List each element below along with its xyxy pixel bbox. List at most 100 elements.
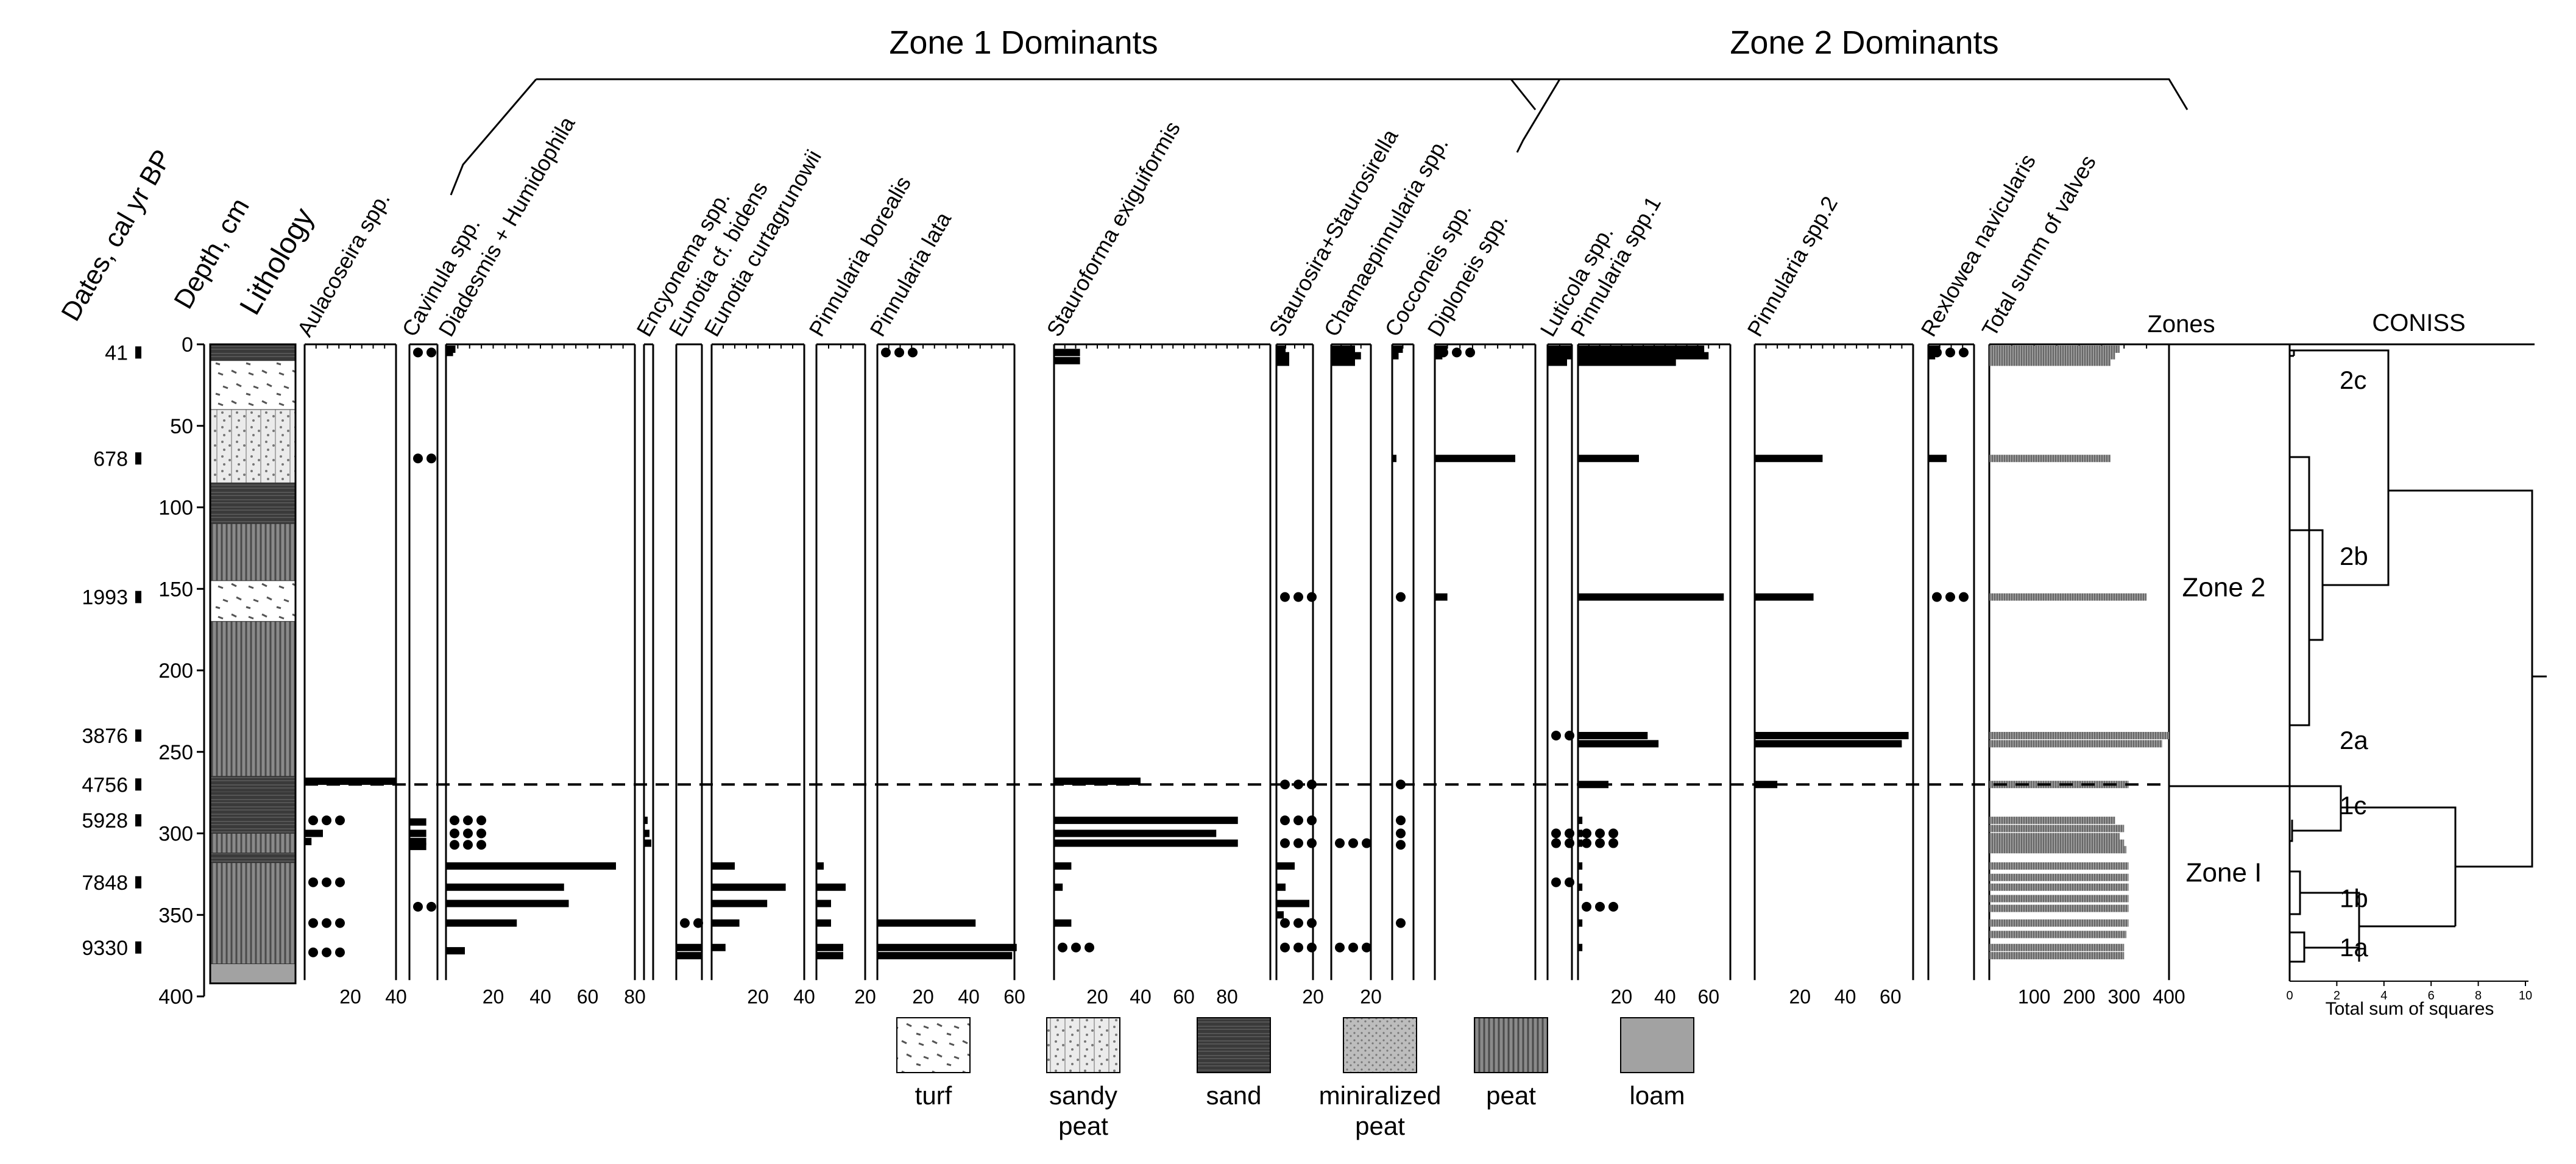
presence-dot [1396, 815, 1406, 826]
series-panel: Cocconeis spp. [1379, 198, 1476, 981]
lithology-layer [210, 344, 296, 361]
presence-dot [1362, 942, 1371, 953]
presence-dot [1452, 347, 1462, 358]
panel-tick-label: 400 [2153, 985, 2185, 1007]
presence-dot [1335, 942, 1345, 953]
legend-label: turf [915, 1081, 952, 1110]
presence-dot [1608, 828, 1618, 839]
coniss-tick-label: 8 [2475, 989, 2482, 1003]
coniss-tick-label: 4 [2380, 989, 2387, 1003]
presence-dot [476, 840, 486, 850]
presence-dot [1565, 838, 1574, 848]
presence-dot [881, 347, 891, 358]
subzone-label: 1b [2340, 884, 2368, 913]
series-bar [1435, 593, 1448, 601]
coniss-tick-label: 2 [2334, 989, 2340, 1003]
presence-dot [322, 815, 331, 826]
series-bar [1331, 352, 1361, 360]
presence-dot [335, 947, 345, 957]
lithology-layer [210, 853, 296, 864]
zone2-bracket-left [1516, 79, 1561, 153]
series-bar [1276, 862, 1295, 870]
presence-dot [1058, 942, 1067, 953]
panel-tick-label: 80 [1216, 985, 1238, 1007]
series-bar [816, 883, 846, 891]
panel-tick-label: 20 [1789, 985, 1811, 1007]
legend-label: loam [1629, 1081, 1685, 1110]
series-bar [1989, 862, 2129, 870]
presence-dot [1438, 347, 1448, 358]
presence-dot [680, 918, 690, 928]
presence-dot [1551, 877, 1561, 887]
subzone-label: 2b [2340, 542, 2368, 570]
presence-dot [1565, 731, 1574, 740]
presence-dot [1307, 815, 1317, 826]
panel-tick-label: 20 [854, 985, 876, 1007]
presence-dot [1280, 815, 1290, 826]
lithology-layer [210, 963, 296, 984]
series-bar [816, 943, 843, 951]
series-bar [1578, 593, 1724, 601]
legend-label: sandy [1049, 1081, 1117, 1110]
panel-tick-label: 20 [1611, 985, 1633, 1007]
zone-label: Zone I [2186, 857, 2262, 887]
series-bar [644, 829, 649, 837]
dates-header: Dates, cal yr BP [55, 144, 177, 326]
series-bar [1578, 943, 1583, 951]
panel-tick-label: 300 [2108, 985, 2140, 1007]
presence-dot [1293, 918, 1303, 928]
presence-dot [1582, 828, 1591, 839]
series-bar [1755, 455, 1823, 463]
presence-dot [1307, 942, 1317, 953]
series-bar [644, 839, 651, 847]
series-bar [1989, 883, 2129, 891]
series-bar [1989, 825, 2125, 832]
legend-swatch [1197, 1017, 1271, 1073]
presence-dot [426, 347, 436, 358]
series-bar [712, 883, 786, 891]
presence-dot [1959, 592, 1969, 602]
panel-tick-label: 200 [2063, 985, 2095, 1007]
date-marker [135, 778, 141, 791]
series-bar [1928, 352, 1936, 360]
presence-dot [1595, 901, 1605, 912]
series-bar [1578, 358, 1676, 366]
panel-tick-label: 20 [1360, 985, 1382, 1007]
presence-dot [1551, 838, 1561, 848]
series-bar [816, 952, 843, 960]
lithology-layer [210, 776, 296, 793]
lithology-layer [210, 482, 296, 524]
series-bar [1989, 593, 2147, 601]
presence-dot [322, 947, 331, 957]
panel-tick-label: 40 [385, 985, 407, 1007]
presence-dot [1280, 779, 1290, 790]
coniss-xlabel: Total sum of squares [2326, 999, 2494, 1019]
series-bar [816, 862, 824, 870]
series-bar [1755, 593, 1814, 601]
series-bar [305, 829, 323, 837]
series-bar [1276, 352, 1289, 360]
series-bar [676, 943, 702, 951]
subzone-label: 2a [2340, 726, 2368, 754]
presence-dot [413, 347, 423, 358]
presence-dot [1608, 838, 1618, 848]
series-bar [816, 900, 831, 907]
series-bar [1276, 883, 1286, 891]
series-bar [877, 952, 1013, 960]
depth-tick-label: 200 [158, 659, 193, 683]
date-label: 5928 [82, 809, 128, 832]
zone1-bracket-left [450, 79, 537, 196]
presence-dot [476, 815, 486, 826]
presence-dot [1085, 942, 1094, 953]
presence-dot [335, 918, 345, 928]
coniss-tick-label: 0 [2286, 989, 2293, 1003]
presence-dot [450, 840, 459, 850]
date-marker [135, 814, 141, 827]
presence-dot [335, 815, 345, 826]
date-marker [135, 452, 141, 465]
series-bar [1578, 839, 1583, 847]
presence-dot [1959, 347, 1969, 358]
presence-dot [1396, 918, 1406, 928]
